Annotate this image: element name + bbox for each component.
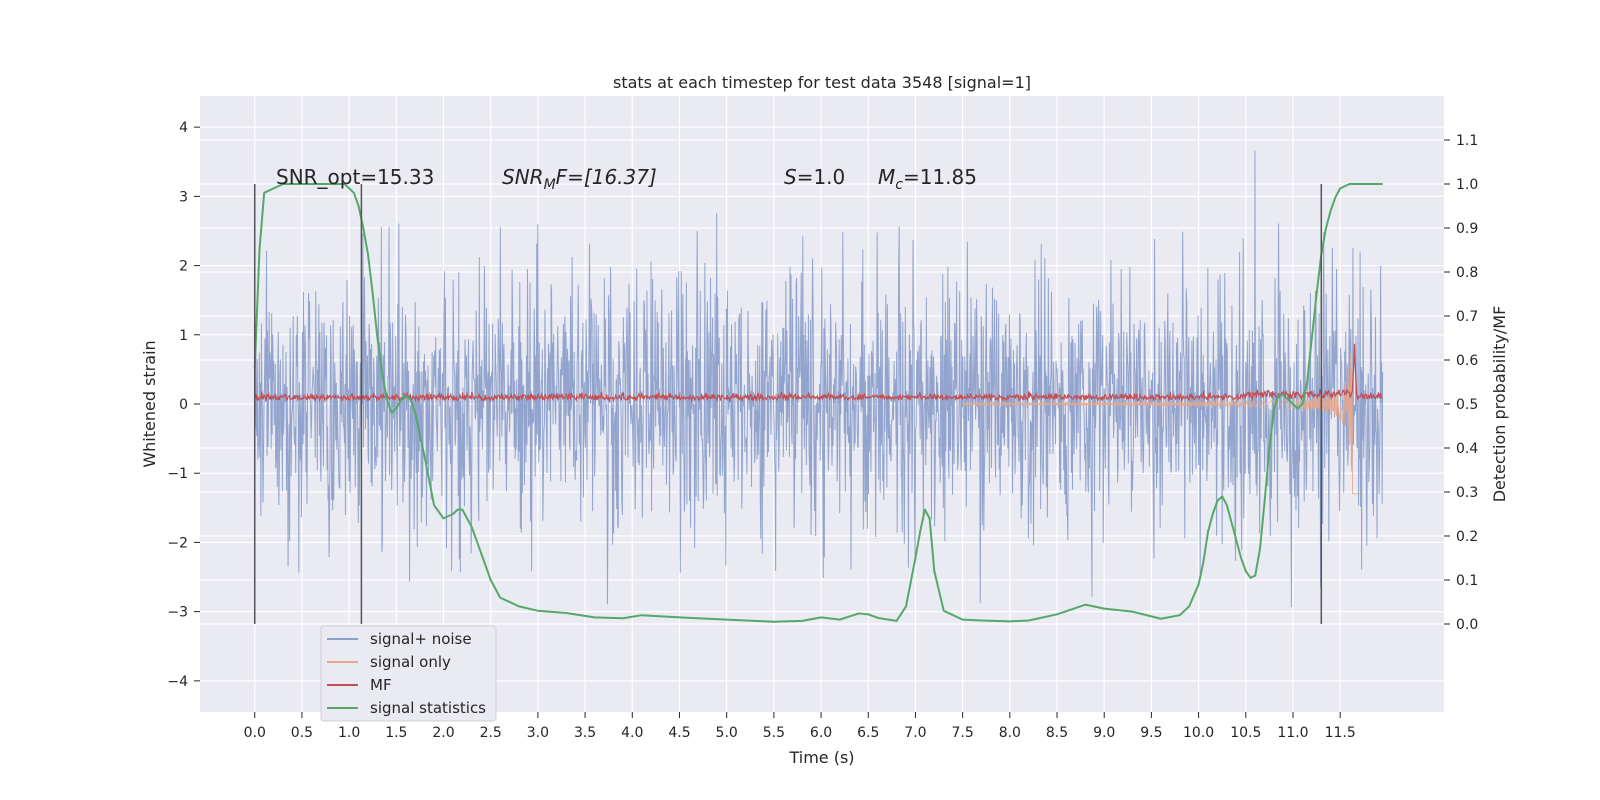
y-right-tick-label: 0.7 bbox=[1456, 309, 1478, 325]
x-tick-label: 3.0 bbox=[527, 725, 549, 741]
annotation-mc-main: M bbox=[878, 165, 895, 189]
x-tick-label: 7.5 bbox=[952, 725, 974, 741]
y-right-tick-label: 0.6 bbox=[1456, 353, 1478, 369]
chart-title: stats at each timestep for test data 354… bbox=[613, 73, 1031, 92]
annotation-snr-opt: SNR_opt=15.33 bbox=[276, 165, 434, 189]
y-right-tick-label: 0.0 bbox=[1456, 617, 1478, 633]
y-left-tick-label: 0 bbox=[179, 397, 188, 413]
series-signal-noise bbox=[254, 150, 1384, 608]
x-tick-label: 0.0 bbox=[244, 725, 266, 741]
x-tick-label: 8.0 bbox=[999, 725, 1021, 741]
x-tick-label: 0.5 bbox=[291, 725, 313, 741]
y-axis-label-right: Detection probability/MF bbox=[1490, 306, 1509, 503]
y-left-tick-label: −4 bbox=[167, 674, 188, 690]
annotation-mc: Mc=11.85 bbox=[878, 165, 977, 193]
legend-box bbox=[320, 625, 497, 722]
x-tick-label: 5.0 bbox=[716, 725, 738, 741]
y-left-tick-label: 4 bbox=[179, 120, 188, 136]
x-axis-label: Time (s) bbox=[788, 748, 854, 767]
legend-label-signal-noise: signal+ noise bbox=[370, 630, 472, 648]
x-tick-label: 6.5 bbox=[857, 725, 879, 741]
y-left-tick-label: −2 bbox=[167, 535, 188, 551]
x-tick-label: 10.0 bbox=[1183, 725, 1214, 741]
x-tick-label: 4.5 bbox=[668, 725, 690, 741]
y-right-tick-label: 1.0 bbox=[1456, 177, 1478, 193]
annotation-snr-mf-main: SNR bbox=[502, 165, 544, 189]
x-tick-label: 9.5 bbox=[1140, 725, 1162, 741]
x-tick-label: 7.0 bbox=[904, 725, 926, 741]
legend-label-signal-statistics: signal statistics bbox=[370, 699, 486, 717]
x-tick-label: 3.5 bbox=[574, 725, 596, 741]
x-tick-label: 9.0 bbox=[1093, 725, 1115, 741]
y-axis-label-left: Whitened strain bbox=[140, 340, 159, 467]
annotation-s-rest: =1.0 bbox=[797, 165, 846, 189]
x-tick-label: 1.5 bbox=[385, 725, 407, 741]
series-layer bbox=[253, 150, 1384, 623]
y-right-tick-label: 0.5 bbox=[1456, 397, 1478, 413]
annotation-s-main: S bbox=[784, 165, 797, 189]
x-tick-label: 10.5 bbox=[1230, 725, 1261, 741]
series-mf bbox=[254, 343, 1384, 403]
y-right-tick-label: 0.3 bbox=[1456, 485, 1478, 501]
y-right-tick-label: 0.4 bbox=[1456, 441, 1478, 457]
legend-label-signal-only: signal only bbox=[370, 653, 451, 671]
axis-ticks: 0.0 0.5 1.0 1.5 2.0 2.5 3.0 3.5 4.0 4.5 5.0 5.5 6.0 6… bbox=[167, 120, 1478, 741]
y-left-tick-label: −1 bbox=[167, 466, 188, 482]
legend-label-mf: MF bbox=[370, 676, 392, 694]
x-tick-label: 5.5 bbox=[763, 725, 785, 741]
y-right-tick-label: 1.1 bbox=[1456, 133, 1478, 149]
y-right-tick-label: 0.2 bbox=[1456, 529, 1478, 545]
annotation-s: S=1.0 bbox=[784, 165, 845, 189]
x-tick-label: 1.0 bbox=[338, 725, 360, 741]
x-tick-label: 8.5 bbox=[1046, 725, 1068, 741]
y-right-tick-label: 0.9 bbox=[1456, 221, 1478, 237]
x-tick-label: 11.0 bbox=[1277, 725, 1308, 741]
x-tick-label: 2.0 bbox=[432, 725, 454, 741]
annotation-mc-sub: c bbox=[895, 177, 903, 193]
y-left-tick-label: 1 bbox=[179, 328, 188, 344]
x-tick-label: 11.5 bbox=[1325, 725, 1356, 741]
y-right-tick-label: 0.1 bbox=[1456, 573, 1478, 589]
x-tick-label: 2.5 bbox=[480, 725, 502, 741]
series-signal-statistics bbox=[253, 183, 1383, 623]
annotation-snr-mf: SNRMF=[16.37] bbox=[502, 165, 657, 193]
y-left-tick-label: 3 bbox=[179, 189, 188, 205]
annotation-snr-mf-sub: M bbox=[544, 177, 556, 193]
annotation-mc-rest: =11.85 bbox=[903, 165, 977, 189]
vertical-markers bbox=[253, 184, 1323, 624]
y-right-tick-label: 0.8 bbox=[1456, 265, 1478, 281]
legend: signal+ noise signal only MF signal stat… bbox=[320, 625, 497, 722]
x-tick-label: 4.0 bbox=[621, 725, 643, 741]
y-left-tick-label: −3 bbox=[167, 605, 188, 621]
annotation-snr-mf-rest: F=[16.37] bbox=[556, 165, 657, 189]
y-left-tick-label: 2 bbox=[179, 259, 188, 275]
x-tick-label: 6.0 bbox=[810, 725, 832, 741]
series-signal-only bbox=[962, 353, 1361, 495]
